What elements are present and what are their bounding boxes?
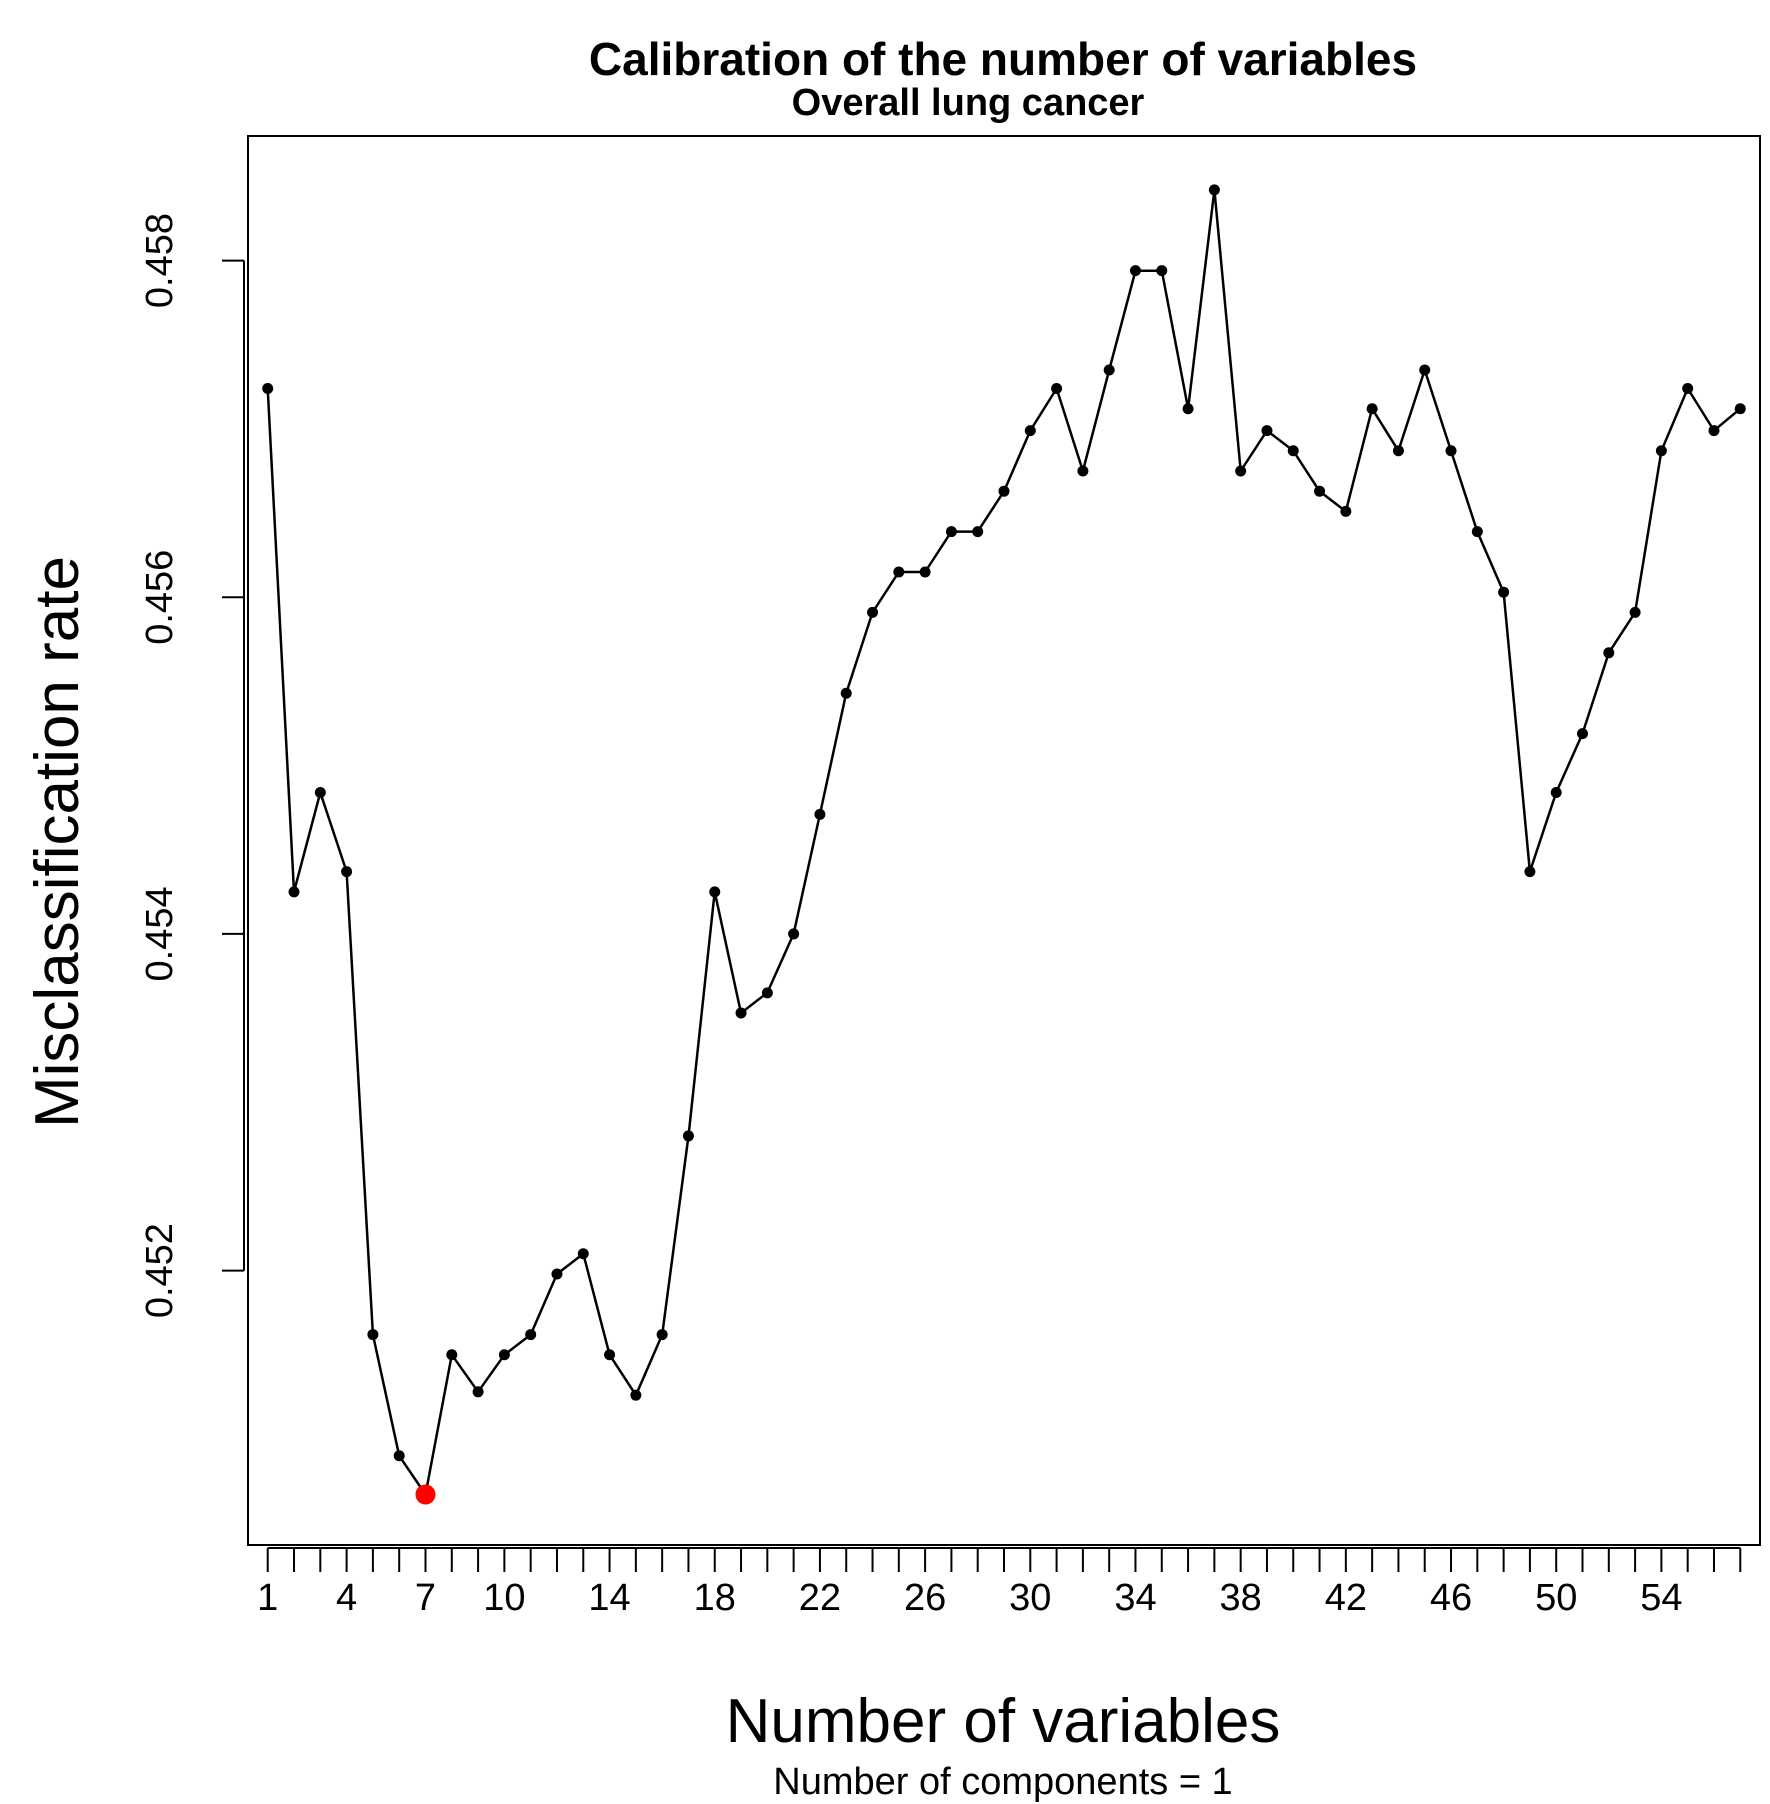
x-tick-label: 46: [1430, 1577, 1472, 1619]
y-axis: 0.452 0.454 0.456 0.458: [139, 213, 245, 1318]
data-point: [314, 787, 326, 799]
x-tick-label: 4: [336, 1577, 357, 1619]
data-point: [525, 1329, 537, 1341]
data-point: [1629, 606, 1641, 618]
data-point: [341, 866, 353, 878]
x-axis-sublabel: Number of components = 1: [773, 1761, 1232, 1803]
data-point: [262, 383, 274, 395]
data-point: [1550, 787, 1562, 799]
chart-subtitle: Overall lung cancer: [792, 82, 1145, 124]
data-point: [1235, 465, 1247, 477]
y-tick-label: 0.452: [139, 1223, 181, 1318]
x-tick-label: 22: [799, 1577, 841, 1619]
data-point: [288, 886, 300, 898]
x-tick-label: 14: [588, 1577, 630, 1619]
x-tick-label: 7: [415, 1577, 436, 1619]
x-axis-label: Number of variables: [726, 1687, 1281, 1756]
data-point: [1208, 184, 1220, 196]
data-point: [498, 1349, 510, 1361]
data-point: [604, 1349, 616, 1361]
x-tick-label: 1: [257, 1577, 278, 1619]
data-point: [1340, 505, 1352, 517]
highlight-point: [415, 1484, 436, 1505]
x-tick-label: 42: [1325, 1577, 1367, 1619]
data-point: [1024, 425, 1036, 437]
data-point: [945, 526, 957, 538]
x-tick-label: 26: [904, 1577, 946, 1619]
data-point: [1366, 403, 1378, 415]
data-point: [551, 1268, 563, 1280]
data-point: [1077, 465, 1089, 477]
data-point: [814, 808, 826, 820]
chart-title: Calibration of the number of variables: [589, 33, 1417, 85]
x-tick-label: 10: [483, 1577, 525, 1619]
data-point: [1445, 445, 1457, 457]
data-point: [1314, 485, 1326, 497]
data-point: [735, 1007, 747, 1019]
data-point: [1655, 445, 1667, 457]
data-point: [682, 1130, 694, 1142]
x-axis: 1 4 7 10 14 18 22 26 30 34 38 42 46 50 54: [257, 1547, 1742, 1619]
data-point: [1577, 728, 1589, 740]
data-point: [656, 1329, 668, 1341]
x-tick-label: 38: [1220, 1577, 1262, 1619]
data-point: [1051, 383, 1063, 395]
data-point: [630, 1389, 642, 1401]
data-point: [1603, 647, 1615, 659]
y-tick-label: 0.454: [139, 886, 181, 981]
data-point: [1103, 364, 1115, 376]
data-point: [1682, 383, 1694, 395]
data-point: [577, 1248, 589, 1260]
data-point: [761, 987, 773, 999]
data-point: [1129, 265, 1141, 277]
data-point: [1261, 425, 1273, 437]
x-tick-label: 18: [694, 1577, 736, 1619]
data-point: [393, 1450, 405, 1462]
data-point: [919, 566, 931, 578]
x-tick-label: 54: [1640, 1577, 1682, 1619]
data-point: [1182, 403, 1194, 415]
data-point: [972, 526, 984, 538]
data-point: [840, 687, 852, 699]
data-point: [1419, 364, 1431, 376]
plot-frame: [247, 135, 1761, 1546]
data-point: [1156, 265, 1168, 277]
data-point: [709, 886, 721, 898]
data-point: [1498, 586, 1510, 598]
y-axis-label: Misclassification rate: [23, 556, 92, 1128]
data-point: [1471, 526, 1483, 538]
series-layer: [262, 184, 1746, 1505]
x-tick-label: 30: [1009, 1577, 1051, 1619]
series-line: [266, 188, 1742, 1496]
y-tick-label: 0.456: [139, 550, 181, 645]
x-tick-label: 34: [1114, 1577, 1156, 1619]
data-point: [998, 485, 1010, 497]
data-point: [788, 928, 800, 940]
y-tick-label: 0.458: [139, 213, 181, 308]
data-point: [1734, 403, 1746, 415]
data-point: [867, 606, 879, 618]
data-point: [472, 1386, 484, 1398]
data-point: [1392, 445, 1404, 457]
data-point: [446, 1349, 458, 1361]
data-point: [893, 566, 905, 578]
data-point: [1708, 425, 1720, 437]
data-point: [1524, 866, 1536, 878]
data-point: [1287, 445, 1299, 457]
x-tick-label: 50: [1535, 1577, 1577, 1619]
data-point: [367, 1329, 379, 1341]
